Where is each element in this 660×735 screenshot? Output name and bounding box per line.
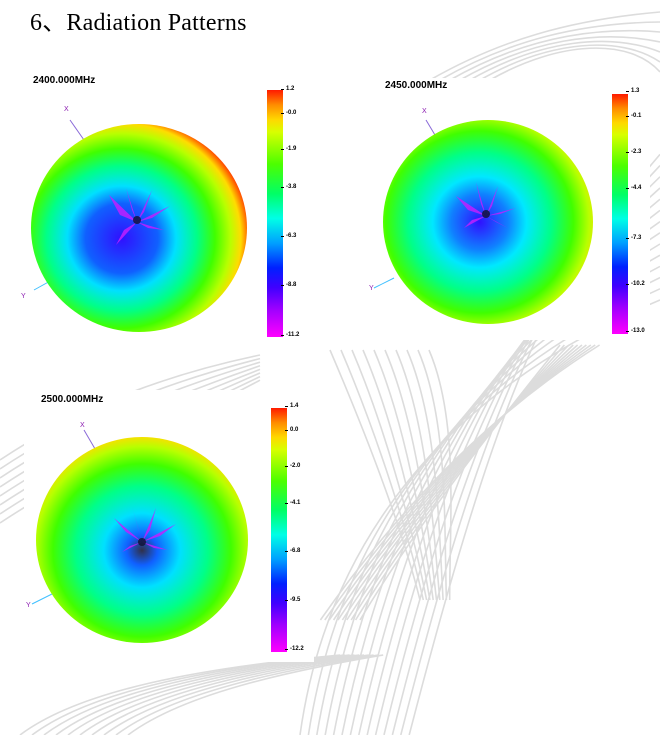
- radiation-pattern-chart-2400: 2400.000MHz X Y 1.2 -0.0 -1.9 -3.8 -6.3 …: [21, 70, 314, 345]
- colorbar-tick: -0.1: [625, 113, 642, 119]
- colorbar-tick: -2.3: [625, 149, 642, 155]
- colorbar-tick: 1.2: [280, 86, 295, 92]
- y-axis-label: Y: [26, 602, 31, 609]
- colorbar-tick: -4.1: [284, 500, 301, 506]
- colorbar-tick: -2.0: [284, 463, 301, 469]
- y-axis-label: Y: [21, 293, 26, 300]
- colorbar-tick: -6.3: [280, 233, 297, 239]
- colorbar-tick: -1.9: [280, 146, 297, 152]
- x-axis-label: X: [80, 422, 85, 429]
- colorbar-tick: 1.4: [284, 403, 299, 409]
- radiation-surface: [31, 124, 247, 332]
- radiation-pattern-chart-2450: 2450.000MHz X Y 1.3 -0.1 -2.3 -4.4 -7.3 …: [360, 78, 650, 340]
- colorbar-tick: -12.2: [285, 646, 304, 652]
- frequency-label: 2450.000MHz: [385, 80, 448, 91]
- colorbar-tick: -13.0: [626, 328, 645, 334]
- pattern-null-lobes: [109, 188, 170, 245]
- colorbar-tick: -6.8: [284, 548, 301, 554]
- x-axis-line: [69, 119, 85, 141]
- colorbar-tick: -0.0: [280, 110, 297, 116]
- color-scale-bar: [612, 94, 628, 334]
- pattern-plot: [31, 119, 247, 332]
- colorbar-tick: 0.0: [284, 427, 299, 433]
- y-axis-line: [31, 593, 53, 605]
- radiation-surface: [383, 120, 593, 324]
- colorbar-tick: 1.3: [625, 88, 640, 94]
- pattern-plot: [373, 119, 593, 324]
- y-axis-line: [373, 277, 395, 289]
- colorbar-tick: -9.5: [284, 597, 301, 603]
- colorbar-tick: -8.8: [280, 282, 297, 288]
- color-scale-bar: [271, 408, 287, 652]
- pattern-null-lobes: [114, 506, 176, 552]
- color-scale-bar: [267, 90, 283, 337]
- pattern-null-lobes: [456, 182, 516, 228]
- y-axis-label: Y: [369, 285, 374, 292]
- colorbar-tick: -4.4: [625, 185, 642, 191]
- colorbar-tick: -10.2: [626, 281, 645, 287]
- radiation-pattern-chart-2500: 2500.000MHz X Y 1.4 0.0 -2.0 -4.1 -6.8 -…: [24, 390, 314, 662]
- x-axis-label: X: [64, 106, 69, 113]
- colorbar-tick: -7.3: [625, 235, 642, 241]
- colorbar-tick: -3.8: [280, 184, 297, 190]
- section-title: 6、Radiation Patterns: [30, 10, 247, 36]
- frequency-label: 2400.000MHz: [33, 75, 96, 86]
- x-axis-label: X: [422, 108, 427, 115]
- frequency-label: 2500.000MHz: [41, 394, 104, 405]
- colorbar-tick: -11.2: [280, 332, 300, 338]
- pattern-plot: [31, 429, 248, 643]
